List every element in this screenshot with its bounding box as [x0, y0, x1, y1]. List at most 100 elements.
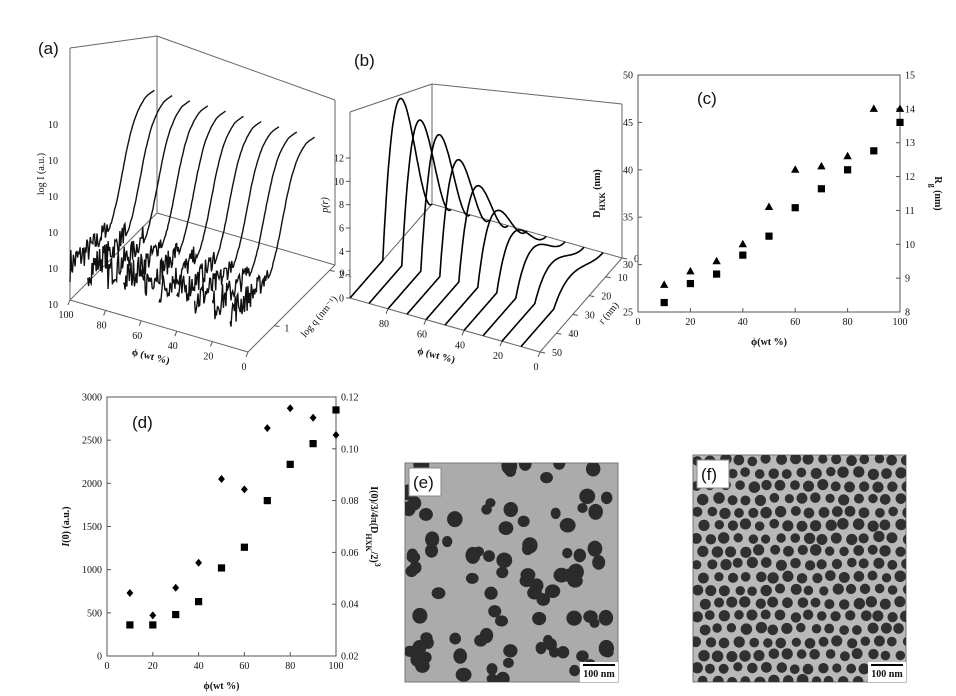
particle [839, 625, 850, 635]
x-tick-label: 20 [148, 661, 158, 672]
particle [853, 571, 865, 582]
particle [774, 583, 786, 594]
particle [711, 650, 724, 663]
particle [818, 636, 829, 647]
particle [796, 649, 807, 659]
diamond-marker [263, 424, 271, 433]
diamond-marker [149, 611, 157, 620]
particle [761, 534, 771, 544]
particle [748, 481, 761, 493]
particle [704, 610, 715, 621]
y2-tick-label: 14 [905, 104, 915, 115]
particle [790, 533, 801, 543]
y2-tick-label: 0.06 [341, 548, 359, 559]
particle [859, 455, 870, 465]
particle [886, 532, 898, 544]
particle [496, 552, 513, 569]
particle [747, 456, 758, 467]
particle [831, 506, 843, 517]
particle [831, 455, 842, 465]
triangle-marker [869, 104, 878, 112]
particle [746, 609, 758, 621]
particle [776, 533, 786, 543]
particle [867, 622, 879, 634]
square-marker [263, 497, 271, 505]
particle [425, 531, 440, 548]
particle [755, 598, 766, 609]
particle [719, 507, 731, 520]
particle [817, 479, 829, 491]
pr-curve [501, 246, 585, 342]
z-axis-label: log q (nm⁻¹) [299, 294, 340, 340]
particle [844, 505, 856, 517]
particle [781, 648, 793, 660]
particle [770, 544, 781, 555]
particle [577, 503, 588, 514]
particle [735, 585, 745, 596]
particle [867, 570, 878, 581]
particle [804, 637, 816, 649]
x-tick-label: 40 [194, 661, 204, 672]
particle [867, 520, 879, 532]
particle [747, 586, 757, 596]
particle [488, 605, 502, 618]
triangle-marker [686, 266, 695, 275]
particle [733, 662, 743, 672]
particle [809, 544, 822, 556]
particle [872, 481, 884, 493]
particle [697, 675, 708, 682]
particle [529, 578, 544, 593]
x-tick [209, 341, 213, 347]
x-tick-label: 100 [329, 661, 344, 672]
particle [753, 650, 765, 662]
x-tick-label: 60 [790, 317, 800, 328]
z-tick-label: 40 [568, 329, 578, 340]
x-tick-label: 100 [59, 310, 74, 321]
triangle-marker [660, 280, 669, 288]
particle [860, 610, 872, 622]
y-tick-label: 10 [48, 120, 58, 131]
particle [734, 508, 744, 518]
square-marker [739, 251, 747, 259]
square-marker [126, 621, 134, 629]
particle [698, 649, 710, 662]
particle [503, 657, 514, 668]
box-edge [431, 83, 623, 105]
z-tick [589, 295, 595, 298]
particle [902, 534, 906, 545]
panel-label: (c) [697, 89, 717, 108]
particle [693, 611, 703, 623]
x-axis-label: ϕ(wt %) [751, 337, 787, 348]
particle [894, 570, 906, 583]
triangle-marker [843, 151, 852, 160]
x-tick [423, 319, 427, 325]
particle [774, 479, 786, 491]
particle [486, 663, 498, 675]
particle [734, 610, 744, 620]
particle [693, 533, 702, 544]
particle [858, 663, 870, 675]
particle [739, 650, 751, 662]
particle [726, 596, 738, 608]
particle [846, 663, 857, 674]
y-tick-label: 35 [623, 213, 633, 224]
square-marker [149, 621, 157, 629]
particle [887, 559, 898, 570]
particle [774, 505, 787, 518]
z-tick [274, 325, 280, 328]
box-edge [539, 257, 623, 353]
particle [696, 493, 709, 506]
y-tick-label: 10 [48, 192, 58, 203]
y-tick-label: 30 [623, 260, 633, 271]
particle [879, 598, 891, 610]
x-tick-label: 80 [97, 320, 107, 331]
particle [698, 519, 710, 532]
particle [803, 585, 814, 596]
z-axis-label: r (nm) [597, 300, 622, 326]
particle [718, 663, 729, 674]
particle [868, 648, 879, 660]
particle [858, 507, 870, 519]
y2-tick-label: 12 [905, 172, 915, 183]
particle [754, 494, 767, 507]
particle [484, 586, 498, 600]
